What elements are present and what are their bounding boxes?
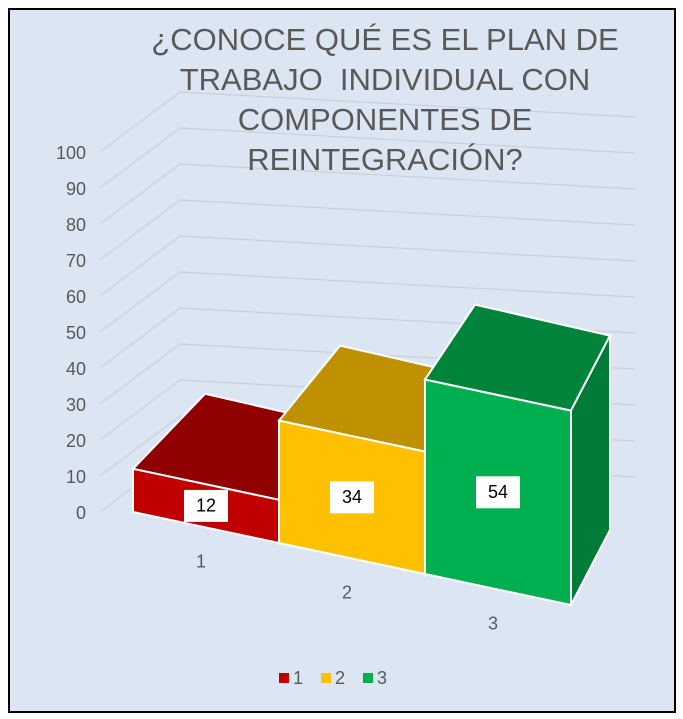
y-tick-label: 60: [66, 287, 86, 307]
x-tick-label: 3: [488, 613, 498, 633]
y-tick-label: 10: [66, 467, 86, 487]
x-tick-label: 2: [342, 582, 352, 602]
y-tick-label: 0: [76, 503, 86, 523]
legend-label: 2: [335, 668, 345, 688]
y-tick-label: 50: [66, 323, 86, 343]
grid-line: [99, 235, 636, 297]
data-label-box: [476, 476, 520, 509]
data-label: 12: [196, 496, 216, 516]
y-tick-label: 80: [66, 215, 86, 235]
legend-label: 3: [377, 668, 387, 688]
legend-swatch: [363, 673, 373, 683]
chart-title: ¿CONOCE QUÉ ES EL PLAN DE TRABAJO INDIVI…: [151, 22, 627, 177]
y-tick-label: 70: [66, 251, 86, 271]
grid-line: [99, 163, 636, 225]
y-tick-label: 90: [66, 179, 86, 199]
legend-swatch: [321, 673, 331, 683]
grid-line: [99, 91, 636, 153]
y-tick-label: 40: [66, 359, 86, 379]
grid-line: [99, 271, 636, 333]
y-tick-label: 30: [66, 395, 86, 415]
y-tick-label: 100: [56, 143, 86, 163]
grid-line: [99, 127, 636, 189]
legend-swatch: [279, 673, 289, 683]
data-label: 54: [488, 482, 508, 502]
x-tick-label: 1: [196, 551, 206, 571]
y-tick-label: 20: [66, 431, 86, 451]
data-label-box: [184, 489, 228, 522]
grid-line: [99, 199, 636, 261]
data-label-box: [330, 481, 374, 514]
data-label: 34: [342, 487, 362, 507]
legend-label: 1: [293, 668, 303, 688]
